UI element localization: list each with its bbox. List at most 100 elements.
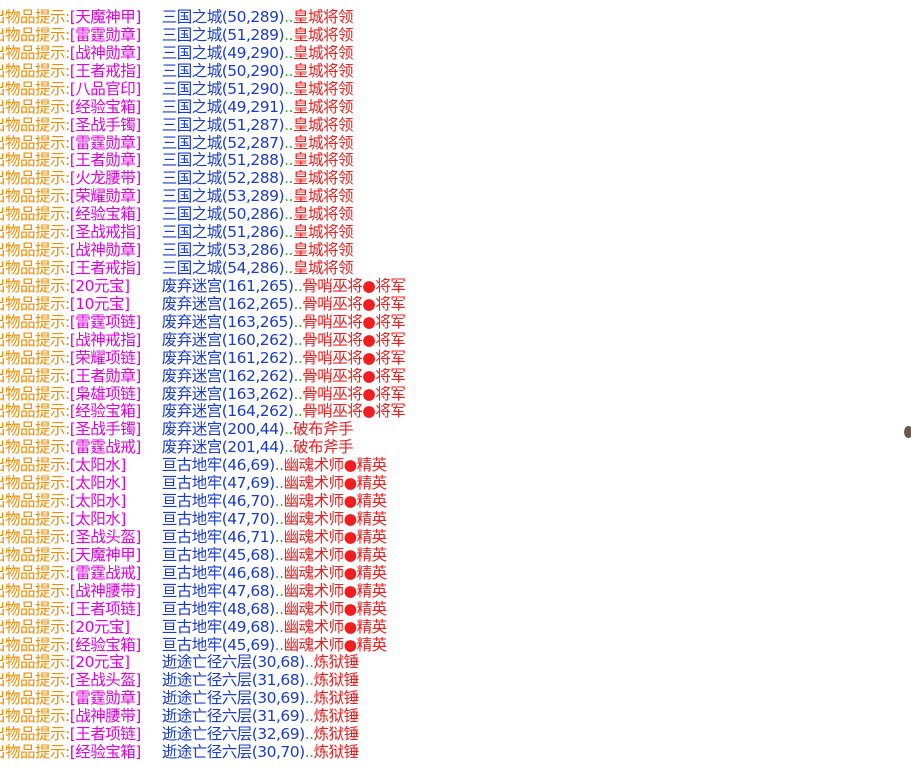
prefix: 出物品提示:	[0, 115, 70, 134]
log-row: 出物品提示:[荣耀项链] 废弃迷宫(161,262)..骨哨巫将●将军	[0, 348, 406, 367]
location: 废弃迷宫(163,262)	[161, 384, 294, 403]
monster: 骨哨巫将●将军	[302, 402, 406, 421]
item-name: [经验宝箱]	[69, 402, 142, 421]
prefix: 出物品提示:	[0, 563, 70, 582]
item-name: [圣战头盔]	[69, 527, 142, 546]
monster: 皇城将领	[292, 115, 354, 134]
separator: ..	[293, 276, 303, 295]
log-row: 出物品提示:[八品官印] 三国之城(51,290)..皇城将领	[0, 80, 353, 98]
log-row: 出物品提示:[战神腰带] 逝途亡径六层(31,69)..炼狱锤	[0, 707, 359, 725]
log-row: 出物品提示:[荣耀勋章] 三国之城(53,289)..皇城将领	[0, 187, 353, 205]
prefix: 出物品提示:	[0, 510, 70, 529]
prefix: 出物品提示:	[0, 97, 70, 116]
log-row: 出物品提示:[经验宝箱] 三国之城(49,291)..皇城将领	[0, 98, 353, 116]
monster: 骨哨巫将●将军	[302, 366, 406, 385]
log-row: 出物品提示:[经验宝箱] 废弃迷宫(164,262)..骨哨巫将●将军	[0, 402, 406, 421]
prefix: 出物品提示:	[0, 707, 70, 726]
item-name: [10元宝]	[69, 294, 130, 313]
prefix: 出物品提示:	[0, 743, 70, 762]
monster: 皇城将领	[292, 187, 354, 206]
separator: ..	[293, 348, 303, 367]
prefix: 出物品提示:	[0, 276, 70, 295]
item-name: [天魔神甲]	[69, 545, 142, 564]
prefix: 出物品提示:	[0, 241, 70, 260]
item-name: [经验宝箱]	[69, 743, 142, 762]
log-row: 出物品提示:[太阳水] 亘古地牢(46,69)..幽魂术师●精英	[0, 456, 387, 474]
prefix: 出物品提示:	[0, 402, 70, 421]
log-row: 出物品提示:[战神勋章] 三国之城(53,286)..皇城将领	[0, 241, 353, 259]
item-name: [王者勋章]	[69, 366, 142, 385]
monster: 骨哨巫将●将军	[302, 312, 406, 331]
log-row: 出物品提示:[圣战手镯] 三国之城(51,287)..皇城将领	[0, 116, 353, 134]
item-name: [圣战戒指]	[69, 223, 142, 242]
log-row: 出物品提示:[雷霆战戒] 亘古地牢(46,68)..幽魂术师●精英	[0, 564, 387, 582]
item-name: [经验宝箱]	[69, 205, 142, 224]
monster: 炼狱锤	[313, 725, 360, 744]
prefix: 出物品提示:	[0, 187, 70, 206]
log-row: 出物品提示:[10元宝] 废弃迷宫(162,265)..骨哨巫将●将军	[0, 294, 406, 313]
item-name: [20元宝]	[69, 653, 130, 672]
location: 废弃迷宫(162,262)	[161, 366, 294, 385]
log-row: 出物品提示:[圣战戒指] 三国之城(51,286)..皇城将领	[0, 223, 353, 241]
log-row: 出物品提示:[圣战手镯] 废弃迷宫(200,44)..破布斧手	[0, 420, 353, 438]
separator: ..	[284, 223, 293, 242]
monster: 幽魂术师●精英	[283, 456, 388, 475]
separator: ..	[304, 725, 314, 744]
log-row: 出物品提示:[雷霆战戒] 废弃迷宫(201,44)..破布斧手	[0, 438, 353, 456]
separator: ..	[284, 259, 293, 278]
prefix: 出物品提示:	[0, 25, 70, 44]
location: 逝途亡径六层(31,69)	[161, 707, 305, 726]
log-row: 出物品提示:[经验宝箱] 三国之城(50,286)..皇城将领	[0, 205, 353, 223]
prefix: 出物品提示:	[0, 223, 70, 242]
prefix: 出物品提示:	[0, 330, 70, 349]
prefix: 出物品提示:	[0, 474, 70, 493]
log-row: 出物品提示:[火龙腰带] 三国之城(52,288)..皇城将领	[0, 169, 353, 187]
prefix: 出物品提示:	[0, 259, 70, 278]
monster: 幽魂术师●精英	[283, 527, 388, 546]
prefix: 出物品提示:	[0, 438, 70, 457]
log-row: 出物品提示:[战神腰带] 亘古地牢(47,68)..幽魂术师●精英	[0, 582, 387, 600]
prefix: 出物品提示:	[0, 671, 70, 690]
location: 逝途亡径六层(31,68)	[161, 671, 305, 690]
separator: ..	[304, 689, 314, 708]
location: 逝途亡径六层(32,69)	[161, 725, 305, 744]
prefix: 出物品提示:	[0, 689, 70, 708]
monster: 幽魂术师●精英	[283, 563, 388, 582]
monster: 皇城将领	[292, 169, 354, 188]
location: 三国之城(51,288)	[161, 151, 285, 170]
item-name: [20元宝]	[69, 617, 130, 636]
log-row: 出物品提示:[太阳水] 亘古地牢(47,70)..幽魂术师●精英	[0, 510, 387, 528]
location: 三国之城(51,290)	[161, 79, 285, 98]
prefix: 出物品提示:	[0, 653, 70, 672]
log-row: 出物品提示:[雷霆勋章] 三国之城(52,287)..皇城将领	[0, 134, 353, 152]
item-name: [圣战手镯]	[69, 420, 142, 439]
location: 三国之城(49,291)	[161, 97, 285, 116]
location: 亘古地牢(46,69)	[161, 456, 275, 475]
separator: ..	[284, 151, 293, 170]
separator: ..	[304, 653, 314, 672]
separator: ..	[304, 707, 314, 726]
log-row: 出物品提示:[天魔神甲] 三国之城(50,289)..皇城将领	[0, 8, 353, 26]
location: 三国之城(52,288)	[161, 169, 285, 188]
separator: ..	[284, 241, 293, 260]
separator: ..	[304, 671, 314, 690]
item-name: [战神戒指]	[69, 330, 142, 349]
monster: 皇城将领	[292, 259, 354, 278]
log-row: 出物品提示:[雷霆勋章] 逝途亡径六层(30,69)..炼狱锤	[0, 689, 359, 707]
prefix: 出物品提示:	[0, 545, 70, 564]
monster: 皇城将领	[292, 205, 354, 224]
prefix: 出物品提示:	[0, 294, 70, 313]
log-row: 出物品提示:[太阳水] 亘古地牢(46,70)..幽魂术师●精英	[0, 492, 387, 510]
item-name: [荣耀勋章]	[69, 187, 142, 206]
monster: 炼狱锤	[313, 689, 360, 708]
item-name: [八品官印]	[69, 79, 142, 98]
item-name: [经验宝箱]	[69, 97, 142, 116]
separator: ..	[274, 474, 284, 493]
item-name: [雷霆勋章]	[69, 689, 142, 708]
location: 三国之城(53,289)	[161, 187, 285, 206]
location: 亘古地牢(47,69)	[161, 474, 275, 493]
monster: 破布斧手	[292, 438, 354, 457]
location: 废弃迷宫(161,265)	[161, 276, 294, 295]
